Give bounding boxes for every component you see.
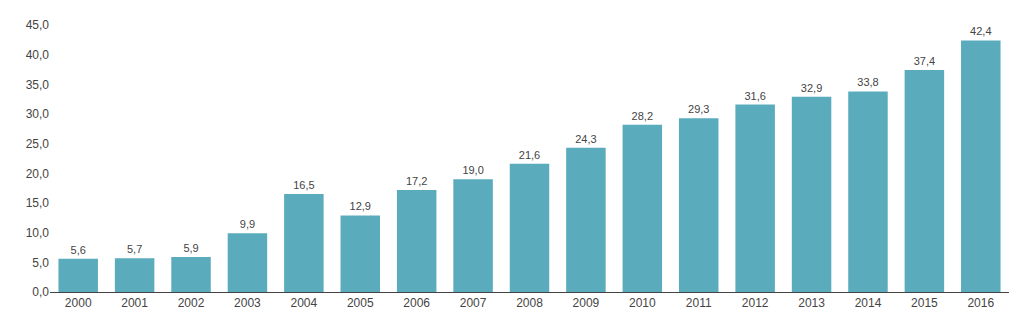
svg-text:2006: 2006 <box>403 296 430 310</box>
svg-text:2008: 2008 <box>516 296 543 310</box>
svg-text:2002: 2002 <box>178 296 205 310</box>
svg-text:30,0: 30,0 <box>26 107 50 121</box>
svg-text:42,4: 42,4 <box>970 25 991 37</box>
svg-text:21,6: 21,6 <box>519 149 540 161</box>
svg-text:5,0: 5,0 <box>32 256 49 270</box>
svg-text:2000: 2000 <box>65 296 92 310</box>
svg-text:40,0: 40,0 <box>26 48 50 62</box>
svg-text:32,9: 32,9 <box>801 82 822 94</box>
svg-text:19,0: 19,0 <box>462 164 483 176</box>
svg-text:37,4: 37,4 <box>914 55 935 67</box>
svg-text:2012: 2012 <box>742 296 769 310</box>
svg-text:45,0: 45,0 <box>26 18 50 32</box>
svg-text:2004: 2004 <box>290 296 317 310</box>
svg-text:17,2: 17,2 <box>406 175 427 187</box>
svg-text:2011: 2011 <box>686 296 712 310</box>
svg-text:5,7: 5,7 <box>127 243 142 255</box>
svg-text:20,0: 20,0 <box>26 167 50 181</box>
svg-text:24,3: 24,3 <box>575 133 596 145</box>
svg-text:28,2: 28,2 <box>632 110 653 122</box>
svg-text:2003: 2003 <box>234 296 261 310</box>
svg-text:33,8: 33,8 <box>857 76 878 88</box>
svg-text:31,6: 31,6 <box>744 90 765 102</box>
svg-text:9,9: 9,9 <box>240 218 255 230</box>
svg-text:25,0: 25,0 <box>26 137 50 151</box>
svg-text:35,0: 35,0 <box>26 78 50 92</box>
svg-text:16,5: 16,5 <box>293 179 314 191</box>
svg-text:2010: 2010 <box>629 296 656 310</box>
svg-text:2005: 2005 <box>347 296 374 310</box>
svg-text:29,3: 29,3 <box>688 103 709 115</box>
svg-text:2007: 2007 <box>460 296 487 310</box>
svg-text:2015: 2015 <box>911 296 938 310</box>
svg-text:5,6: 5,6 <box>71 244 86 256</box>
svg-text:15,0: 15,0 <box>26 196 50 210</box>
svg-text:2001: 2001 <box>121 296 148 310</box>
svg-text:5,9: 5,9 <box>183 242 198 254</box>
svg-text:2014: 2014 <box>855 296 882 310</box>
svg-text:12,9: 12,9 <box>350 200 371 212</box>
svg-text:10,0: 10,0 <box>26 226 50 240</box>
svg-text:0,0: 0,0 <box>32 285 49 299</box>
svg-text:2009: 2009 <box>573 296 600 310</box>
svg-text:2013: 2013 <box>798 296 825 310</box>
svg-text:2016: 2016 <box>967 296 994 310</box>
